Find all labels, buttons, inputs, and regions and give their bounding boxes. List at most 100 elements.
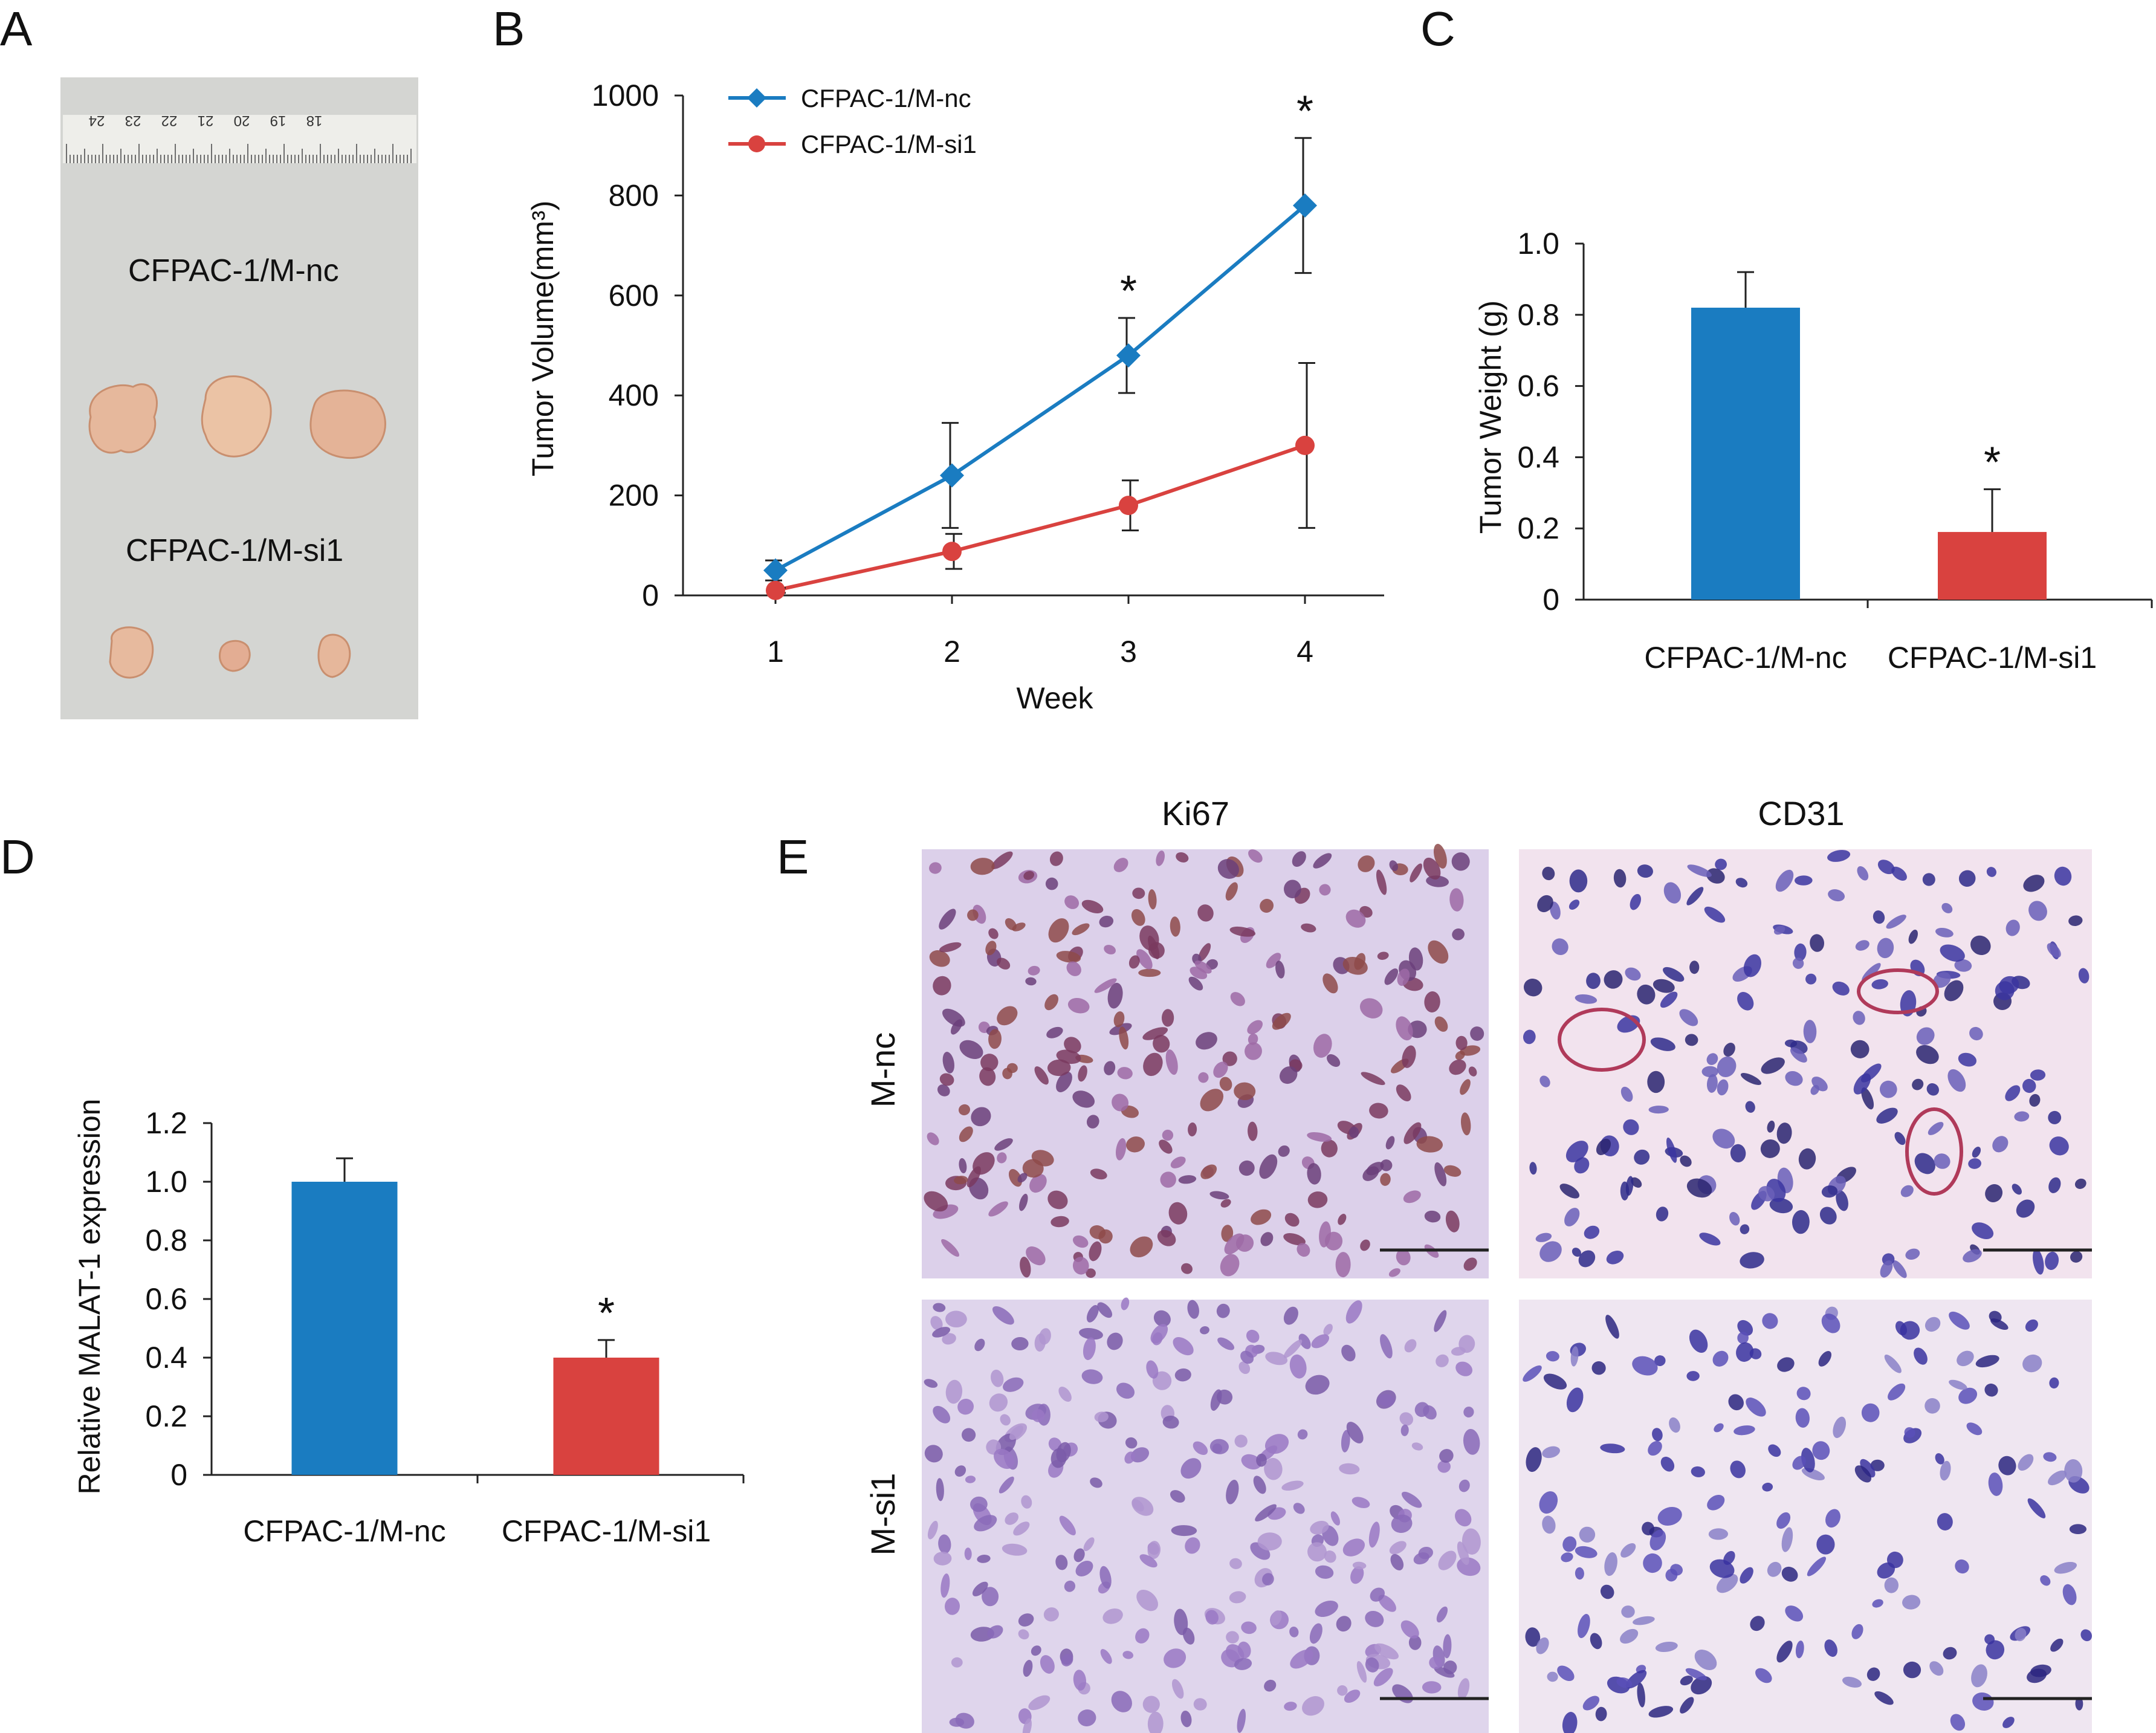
cell-nucleus [965, 1475, 976, 1483]
cell-nucleus [1853, 1011, 1865, 1025]
cell-nucleus [1689, 960, 1700, 974]
cell-nucleus [945, 1379, 963, 1404]
cell-nucleus [1810, 934, 1825, 952]
cell-nucleus [1523, 1029, 1536, 1045]
cell-nucleus [1821, 1314, 1840, 1333]
cell-nucleus [2048, 1470, 2067, 1486]
cell-nucleus [1795, 1408, 1810, 1428]
cell-nucleus [1436, 1354, 1449, 1367]
cell-nucleus [1735, 878, 1748, 888]
cell-nucleus [1768, 1444, 1781, 1457]
cell-nucleus [1173, 1337, 1194, 1356]
cell-nucleus [1620, 1181, 1630, 1201]
cell-nucleus [1463, 1407, 1474, 1417]
cell-nucleus [985, 941, 997, 956]
cell-nucleus [1590, 1633, 1602, 1650]
cell-nucleus [1374, 1643, 1399, 1660]
cell-nucleus [1740, 1224, 1750, 1234]
cell-nucleus [2078, 968, 2090, 983]
cell-nucleus [1650, 1037, 1675, 1051]
cell-nucleus [1717, 1056, 1737, 1078]
cell-nucleus [1045, 877, 1058, 890]
cell-nucleus [1775, 869, 1794, 892]
cell-nucleus [2005, 919, 2020, 936]
cell-nucleus [1957, 1350, 1974, 1367]
cell-nucleus [1631, 1177, 1642, 1188]
cell-nucleus [938, 1534, 951, 1554]
cell-nucleus [1073, 1670, 1086, 1691]
cell-nucleus [1022, 1718, 1032, 1733]
cell-nucleus [1377, 951, 1389, 960]
cell-nucleus [1914, 1153, 1935, 1174]
cell-nucleus [1851, 1624, 1863, 1639]
cell-nucleus [1648, 1706, 1674, 1718]
cell-nucleus [1307, 1132, 1332, 1142]
cell-nucleus [1056, 1072, 1072, 1092]
cell-nucleus [1260, 899, 1274, 913]
cell-nucleus [1866, 1667, 1880, 1681]
cell-nucleus [1020, 1256, 1031, 1278]
cell-nucleus [1216, 1303, 1230, 1318]
cell-nucleus [1321, 1139, 1338, 1158]
cell-nucleus [1542, 866, 1555, 881]
cell-nucleus [1623, 1119, 1639, 1135]
cell-nucleus [1723, 1043, 1735, 1057]
cell-nucleus [1972, 1692, 1994, 1711]
y-tick-label: 200 [609, 479, 659, 513]
cell-nucleus [1209, 1191, 1229, 1200]
cell-nucleus [1322, 973, 1338, 994]
cell-nucleus [1046, 1026, 1063, 1038]
cell-nucleus [1457, 1678, 1470, 1700]
cell-nucleus [997, 1152, 1007, 1164]
cell-nucleus [933, 1405, 951, 1424]
cell-nucleus [1542, 1515, 1556, 1534]
y-tick-label: 0.2 [145, 1399, 187, 1433]
y-tick-label: 0.6 [145, 1282, 187, 1316]
cell-nucleus [1011, 1336, 1029, 1351]
cell-nucleus [1345, 909, 1366, 928]
cell-nucleus [1193, 1698, 1207, 1711]
cell-nucleus [1360, 1239, 1370, 1251]
cell-nucleus [1072, 1235, 1089, 1248]
cell-nucleus [1691, 1466, 1705, 1477]
cell-nucleus [1912, 1078, 1924, 1090]
cell-nucleus [1434, 1162, 1447, 1187]
cell-nucleus [971, 1107, 991, 1127]
cell-nucleus [1359, 998, 1383, 1019]
ruler-numbers: 24 23 22 21 20 19 18 [89, 112, 323, 129]
cell-nucleus [1884, 1354, 1902, 1373]
ruler-number: 18 [306, 112, 323, 129]
cell-nucleus [1740, 1073, 1762, 1085]
cell-nucleus [1168, 1202, 1188, 1225]
ruler-number: 22 [161, 112, 178, 129]
cell-nucleus [1341, 1344, 1356, 1362]
cell-nucleus [1003, 1377, 1024, 1392]
cell-nucleus [1570, 1346, 1579, 1367]
cell-nucleus [1666, 1137, 1677, 1163]
cell-nucleus [1399, 1412, 1414, 1426]
cell-nucleus [1620, 1086, 1633, 1102]
column-title-ki67: Ki67 [1162, 794, 1229, 832]
cell-nucleus [1072, 923, 1090, 936]
cell-nucleus [936, 1478, 944, 1501]
chart-b: 0 200 400 600 800 1000 1 2 3 4 Week Tumor Volume(mm… [526, 79, 1384, 715]
cell-nucleus [1449, 1059, 1466, 1075]
cell-nucleus [1064, 895, 1080, 909]
cell-nucleus [1411, 1442, 1423, 1451]
cell-nucleus [1342, 1538, 1365, 1556]
cell-nucleus [1058, 1386, 1072, 1402]
cell-nucleus [1776, 1641, 1793, 1663]
cell-nucleus [2050, 1638, 2064, 1652]
cell-nucleus [1365, 1610, 1384, 1627]
cell-nucleus [1818, 1351, 1831, 1367]
cell-nucleus [1792, 1456, 1806, 1470]
cell-nucleus [1116, 1382, 1135, 1399]
cell-nucleus [1029, 1174, 1047, 1193]
cell-nucleus [1535, 1233, 1552, 1242]
cell-nucleus [1241, 1621, 1257, 1634]
cell-nucleus [1578, 1613, 1590, 1639]
cell-nucleus [1795, 875, 1813, 886]
cell-nucleus [1989, 1310, 2002, 1323]
cell-nucleus [942, 1008, 965, 1027]
cell-nucleus [1072, 1257, 1089, 1275]
